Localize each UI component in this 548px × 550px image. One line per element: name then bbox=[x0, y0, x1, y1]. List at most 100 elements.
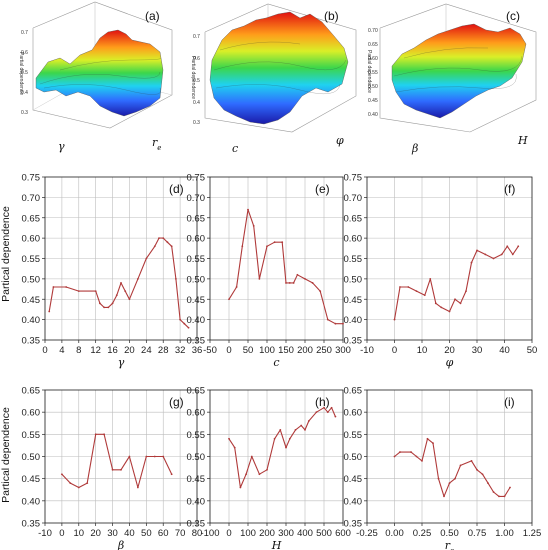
surface-c-ztick: 0.45 bbox=[368, 98, 378, 104]
x-tick-label: 250 bbox=[316, 345, 332, 356]
data-point bbox=[429, 277, 432, 280]
plot-frame bbox=[209, 176, 344, 341]
plot-frame bbox=[44, 389, 198, 524]
line-chart-d: 0 4 8 12 16 20 24 28 32 360.350.400.450.500.550.6… bbox=[22, 173, 203, 370]
data-point bbox=[393, 455, 396, 458]
surface-a-ztick: 0.6 bbox=[21, 50, 28, 56]
data-point bbox=[120, 468, 122, 471]
y-tick-label: 0.60 bbox=[344, 408, 363, 419]
surface-a-contours bbox=[39, 57, 161, 95]
x-tick-label: 20 bbox=[90, 528, 101, 539]
data-point bbox=[69, 482, 72, 484]
data-point bbox=[517, 245, 520, 248]
y-tick-label: 0.50 bbox=[344, 274, 363, 285]
data-point bbox=[187, 326, 190, 329]
data-point bbox=[323, 406, 325, 409]
x-tick-label: 300 bbox=[335, 345, 351, 356]
x-axis-label: φ bbox=[446, 356, 454, 369]
data-point bbox=[393, 318, 396, 321]
data-point bbox=[288, 282, 291, 284]
series-line bbox=[228, 407, 336, 489]
y-tick-label: 0.55 bbox=[187, 430, 206, 441]
y-tick-label: 0.50 bbox=[22, 452, 41, 463]
y-tick-label: 0.35 bbox=[187, 336, 206, 347]
data-point bbox=[294, 429, 297, 431]
data-point bbox=[258, 473, 261, 476]
data-point bbox=[266, 245, 268, 248]
x-tick-label: 600 bbox=[335, 528, 351, 539]
surface-b-ztick: 0.5 bbox=[193, 78, 200, 84]
panel-label: (e) bbox=[315, 182, 330, 196]
data-point bbox=[399, 451, 401, 453]
x-tick-label: 10 bbox=[73, 528, 84, 539]
surface-b-ztick: 0.3 bbox=[193, 120, 200, 126]
data-point bbox=[285, 446, 287, 449]
x-tick-label: 100 bbox=[240, 528, 256, 539]
data-point bbox=[245, 473, 248, 476]
data-point bbox=[128, 298, 131, 301]
y-tick-label: 0.45 bbox=[187, 295, 206, 306]
data-point bbox=[476, 249, 478, 252]
data-point bbox=[448, 310, 451, 313]
y-axis-label-bottom: Partical dependence bbox=[0, 407, 12, 503]
data-point bbox=[166, 241, 169, 244]
y-tick-label: 0.55 bbox=[187, 254, 206, 265]
data-point bbox=[481, 473, 484, 476]
x-tick-label: 0 bbox=[59, 528, 64, 539]
y-tick-label: 0.50 bbox=[187, 274, 206, 285]
surface-c-ztick: 0.60 bbox=[368, 56, 378, 62]
series-line bbox=[393, 245, 519, 320]
x-tick-label: 10 bbox=[417, 345, 428, 356]
surface-panel-a: Partial dependence 0.7 0.6 0.5 0.4 0.3 γ… bbox=[18, 1, 173, 153]
x-tick-label: 200 bbox=[297, 345, 313, 356]
data-point bbox=[252, 225, 255, 227]
x-tick-label: -100 bbox=[200, 528, 219, 539]
data-point bbox=[484, 253, 487, 256]
data-point bbox=[239, 486, 242, 489]
data-point bbox=[60, 473, 63, 476]
surface-a-ztick: 0.5 bbox=[21, 70, 28, 76]
x-axis-label: γ bbox=[118, 356, 125, 369]
data-point bbox=[476, 468, 478, 471]
data-point bbox=[233, 446, 236, 449]
surface-c-mesh bbox=[391, 23, 527, 119]
y-tick-label: 0.35 bbox=[344, 336, 363, 347]
line-chart-e: -50 0 50 100 150 200 250 300 0.35 0.40 0.45 0.50 0.5… bbox=[187, 173, 351, 370]
y-tick-label: 0.45 bbox=[187, 474, 206, 485]
data-point bbox=[437, 477, 440, 480]
y-tick-label: 0.35 bbox=[344, 519, 363, 530]
y-tick-label: 0.50 bbox=[187, 452, 206, 463]
x-tick-label: 1.25 bbox=[523, 528, 542, 539]
data-point bbox=[124, 290, 127, 292]
x-tick-label: 300 bbox=[278, 528, 294, 539]
data-point bbox=[228, 298, 230, 301]
y-tick-label: 0.50 bbox=[344, 452, 363, 463]
y-tick-label: 0.65 bbox=[22, 386, 41, 397]
data-point bbox=[285, 282, 287, 284]
data-point bbox=[136, 486, 139, 489]
x-axis-label: re bbox=[445, 539, 454, 550]
data-point bbox=[241, 245, 244, 248]
x-tick-label: 500 bbox=[316, 528, 332, 539]
surface-a-ztick: 0.3 bbox=[21, 110, 28, 116]
data-point bbox=[183, 322, 186, 325]
data-point bbox=[136, 277, 139, 280]
data-point bbox=[153, 455, 156, 458]
x-tick-label: 0.50 bbox=[440, 528, 459, 539]
data-point bbox=[52, 286, 55, 288]
series-line bbox=[48, 237, 189, 329]
x-tick-label: 0.25 bbox=[413, 528, 432, 539]
y-tick-label: 0.40 bbox=[187, 315, 206, 326]
x-tick-label: 0.75 bbox=[468, 528, 487, 539]
data-point bbox=[459, 302, 462, 305]
data-point bbox=[330, 406, 333, 409]
data-point bbox=[503, 495, 506, 498]
line-chart-g: -10 0 10 20 30 40 50 60 70 800.350.400.450.500.55… bbox=[22, 386, 203, 550]
x-tick-label: 30 bbox=[107, 528, 118, 539]
data-point bbox=[415, 290, 418, 292]
data-point bbox=[334, 415, 337, 418]
surface-b-ztick: 0.7 bbox=[193, 34, 200, 40]
data-point bbox=[162, 455, 165, 458]
y-tick-label: 0.40 bbox=[344, 315, 363, 326]
data-point bbox=[454, 298, 456, 301]
